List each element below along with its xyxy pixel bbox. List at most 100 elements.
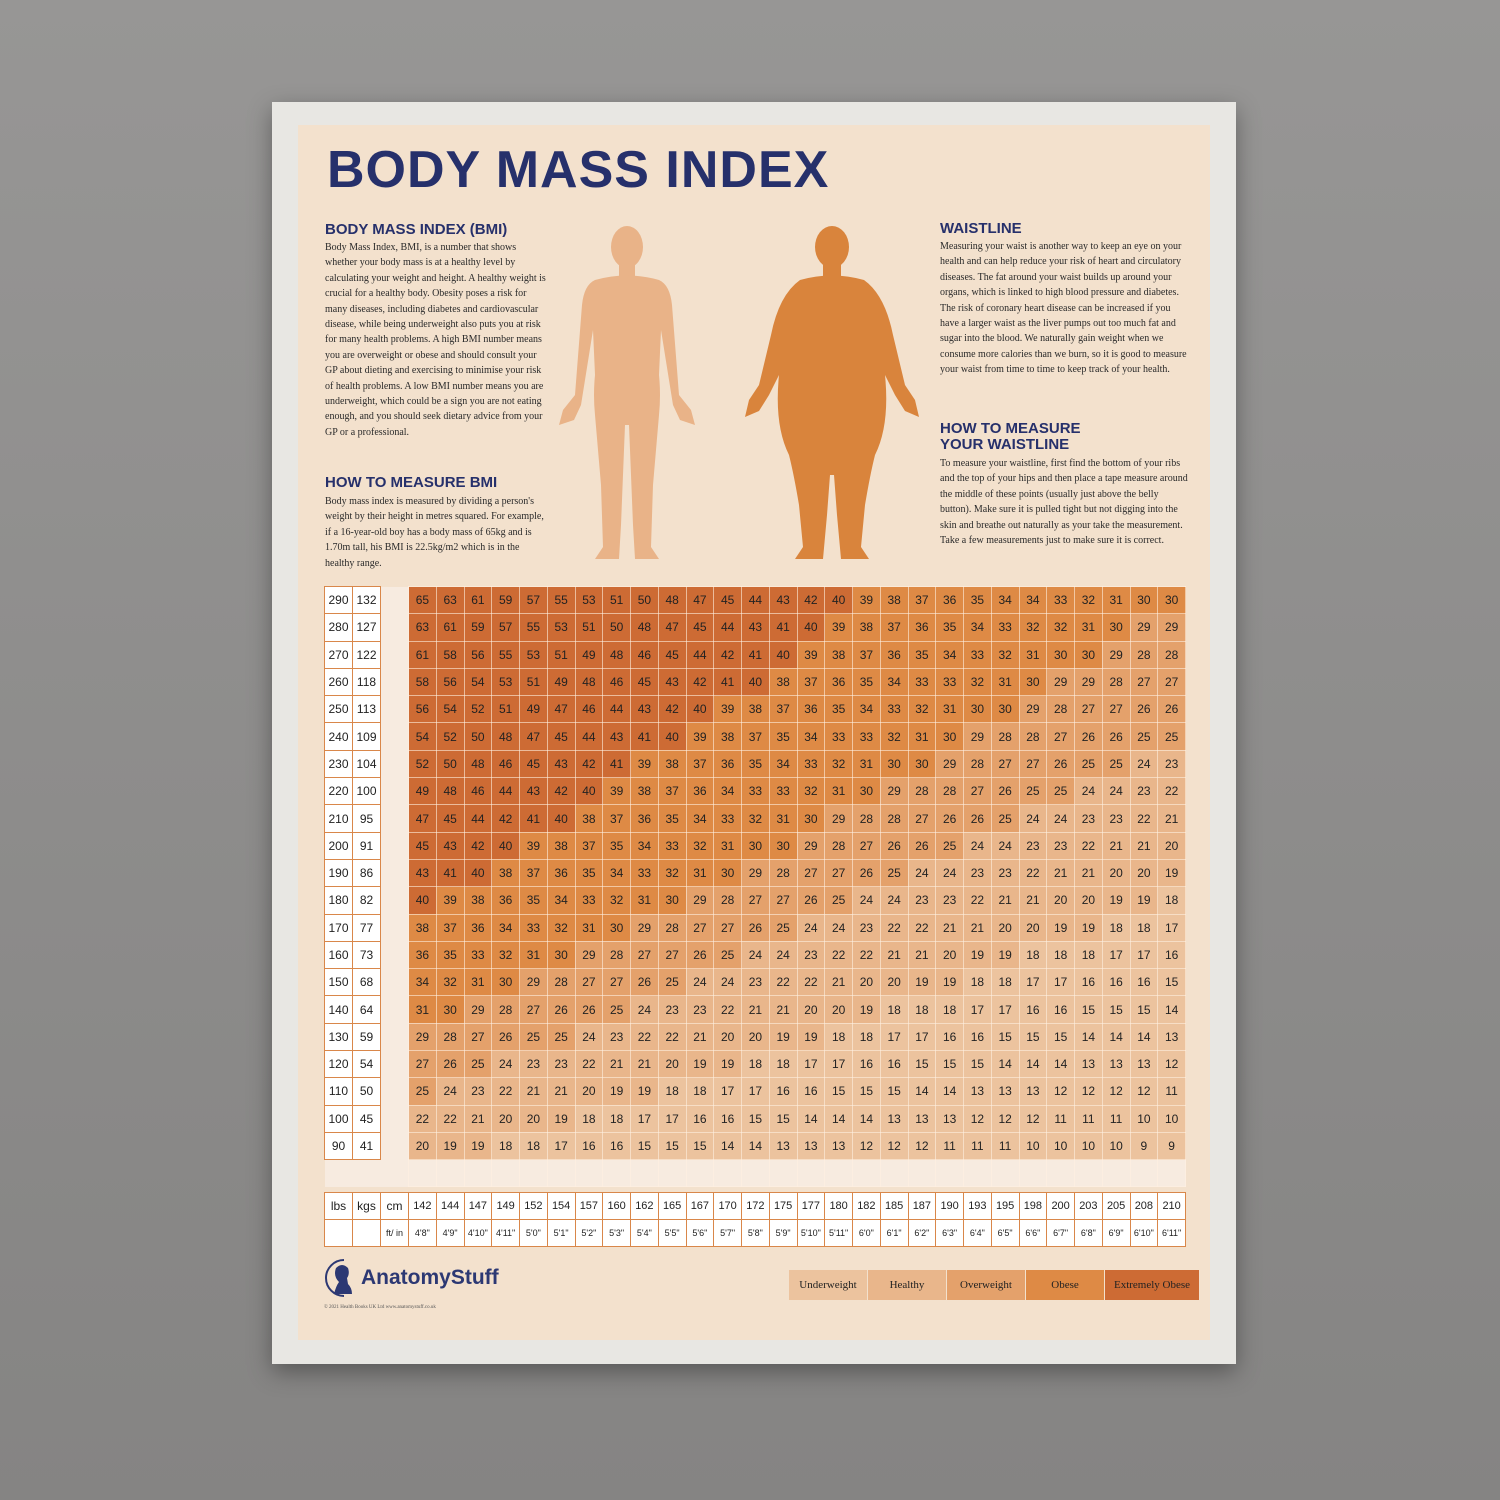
bmi-cell: 23 [907, 886, 937, 915]
bmi-cell: 25 [713, 940, 742, 970]
bmi-cell: 25 [1129, 722, 1159, 751]
bmi-cell: 22 [1129, 804, 1159, 833]
bmi-cell: 19 [713, 1050, 742, 1079]
bmi-cell: 20 [1018, 913, 1048, 942]
bmi-cell: 21 [824, 968, 853, 997]
bmi-cell: 28 [713, 886, 742, 915]
bmi-cell: 18 [963, 968, 992, 997]
height-cm: 157 [574, 1192, 604, 1220]
spacer-cell [380, 1132, 409, 1160]
height-cm: 182 [852, 1192, 881, 1220]
bmi-cell: 30 [990, 695, 1020, 724]
height-ftin: 5'4" [630, 1219, 659, 1247]
weight-kgs: 113 [352, 695, 381, 724]
bmi-cell: 22 [907, 913, 937, 942]
table-row: 270 122 61 58 56 55 53 51 49 48 46 45 44 42 41 40 39 38 37… [324, 640, 1186, 669]
bmi-cell: 20 [796, 995, 826, 1024]
bmi-cell: 17 [1018, 968, 1048, 997]
bmi-cell: 51 [574, 613, 604, 642]
bmi-cell: 35 [768, 722, 798, 751]
height-cm: 185 [879, 1192, 909, 1220]
bmi-cell: 35 [602, 831, 631, 860]
bmi-cell: 13 [907, 1104, 937, 1133]
bmi-cell: 33 [963, 640, 992, 669]
bmi-cell: 27 [519, 995, 548, 1024]
bmi-cell: 23 [1018, 831, 1048, 860]
measure-bmi-heading: HOW TO MEASURE BMI [325, 474, 498, 491]
table-row: 150 68 34 32 31 30 29 28 27 27 26 25 24 24 23 22 22 21 20 2… [324, 968, 1186, 997]
bmi-cell: 28 [768, 858, 798, 888]
spacer-cell [602, 1159, 631, 1188]
bmi-cell: 32 [824, 749, 853, 779]
bmi-cell: 23 [796, 940, 826, 970]
bmi-cell: 22 [1018, 858, 1048, 888]
bmi-cell: 23 [741, 968, 770, 997]
bmi-cell: 22 [657, 1022, 687, 1052]
bmi-cell: 26 [741, 913, 770, 942]
bmi-cell: 18 [879, 995, 909, 1024]
bmi-cell: 31 [408, 995, 437, 1024]
bmi-cell: 49 [574, 640, 604, 669]
bmi-cell: 48 [435, 777, 465, 806]
spacer-cell [1046, 1159, 1075, 1188]
bmi-cell: 21 [879, 940, 909, 970]
logo-text: AnatomyStuff [361, 1266, 499, 1289]
bmi-cell: 21 [1046, 858, 1075, 888]
bmi-cell: 19 [990, 940, 1020, 970]
bmi-cell: 19 [1157, 858, 1186, 888]
bmi-cell: 23 [1157, 749, 1186, 779]
bmi-cell: 61 [408, 640, 437, 669]
bmi-cell: 25 [1046, 777, 1075, 806]
legend-item: Overweight [947, 1270, 1026, 1300]
bmi-cell: 51 [546, 640, 576, 669]
spacer-cell [380, 995, 409, 1024]
bmi-cell: 30 [602, 913, 631, 942]
bmi-cell: 24 [1074, 777, 1103, 806]
bmi-cell: 48 [463, 749, 493, 779]
bmi-cell: 42 [657, 695, 687, 724]
bmi-cell: 39 [519, 831, 548, 860]
bmi-cell: 34 [685, 804, 715, 833]
bmi-cell: 47 [408, 804, 437, 833]
bmi-cell: 33 [657, 831, 687, 860]
weight-kgs: 73 [352, 940, 381, 970]
bmi-cell: 17 [1129, 940, 1159, 970]
bmi-cell: 27 [657, 940, 687, 970]
bmi-cell: 29 [824, 804, 853, 833]
bmi-cell: 34 [768, 749, 798, 779]
bmi-cell: 21 [519, 1077, 548, 1106]
bmi-cell: 20 [1101, 858, 1131, 888]
bmi-cell: 25 [1018, 777, 1048, 806]
bmi-cell: 32 [990, 640, 1020, 669]
spacer-cell [491, 1159, 520, 1188]
weight-kgs: 82 [352, 886, 381, 915]
bmi-cell: 20 [879, 968, 909, 997]
height-cm: 208 [1129, 1192, 1159, 1220]
bmi-cell: 37 [879, 613, 909, 642]
weight-lbs: 180 [324, 886, 353, 915]
bmi-cell: 30 [491, 968, 520, 997]
bmi-cell: 27 [630, 940, 659, 970]
bmi-cell: 49 [546, 667, 576, 697]
spacer-cell [380, 641, 409, 669]
table-row: 230 104 52 50 48 46 45 43 42 41 39 38 37 36 35 34 33 32 31… [324, 749, 1186, 779]
bmi-cell: 17 [879, 1022, 909, 1052]
bmi-cell: 47 [519, 722, 548, 751]
measure-waist-text: To measure your waistline, first find th… [940, 458, 1188, 547]
bmi-cell: 55 [546, 585, 576, 615]
bmi-cell: 32 [963, 667, 992, 697]
bmi-cell: 41 [713, 667, 742, 697]
height-ftin: 6'0" [852, 1219, 881, 1247]
bmi-cell: 30 [879, 749, 909, 779]
bmi-cell: 13 [935, 1104, 964, 1133]
height-cm: 162 [630, 1192, 659, 1220]
bmi-cell: 36 [824, 667, 853, 697]
bmi-cell: 30 [1018, 667, 1048, 697]
bmi-cell: 15 [852, 1077, 881, 1106]
bmi-cell: 63 [435, 585, 465, 615]
spacer-cell [1074, 1159, 1103, 1188]
bmi-cell: 14 [935, 1077, 964, 1106]
bmi-cell: 52 [463, 695, 493, 724]
bmi-cell: 15 [741, 1104, 770, 1133]
bmi-cell: 16 [602, 1131, 631, 1161]
